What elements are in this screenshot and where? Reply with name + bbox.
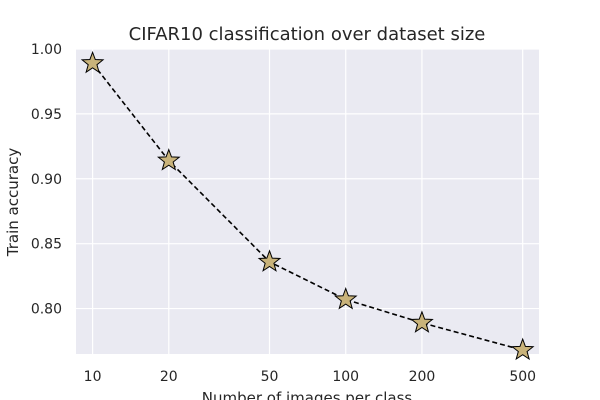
- y-tick-label: 1.00: [31, 42, 62, 58]
- x-tick-label: 100: [332, 369, 359, 385]
- x-axis-label: Number of images per class: [202, 389, 413, 400]
- x-tick-label: 20: [160, 369, 178, 385]
- y-tick-label: 0.80: [31, 302, 62, 318]
- y-tick-label: 0.95: [31, 107, 62, 123]
- tick-labels: 10 20 50 100 200 500 0.80 0.85 0.90 0.95 1.00: [31, 42, 536, 385]
- data-point-star-marker: [333, 287, 358, 310]
- y-tick-label: 0.90: [31, 172, 62, 188]
- data-point-star-marker: [410, 310, 434, 333]
- grid-lines: [76, 48, 539, 354]
- data-point-star-marker: [510, 337, 535, 361]
- series-line: [91, 62, 523, 351]
- y-axis-label: Train accuracy: [4, 148, 22, 258]
- data-point-star-marker: [156, 148, 181, 171]
- x-tick-label: 200: [409, 369, 436, 385]
- x-tick-label: 10: [84, 369, 102, 385]
- x-tick-label: 50: [261, 369, 279, 385]
- plot-area: [76, 49, 539, 354]
- y-tick-label: 0.85: [31, 237, 62, 253]
- x-tick-label: 500: [509, 369, 536, 385]
- data-point-star-marker: [257, 249, 282, 272]
- chart-title: CIFAR10 classification over dataset size: [129, 24, 486, 45]
- data-point-star-marker: [80, 50, 105, 74]
- series-layer: [80, 50, 535, 361]
